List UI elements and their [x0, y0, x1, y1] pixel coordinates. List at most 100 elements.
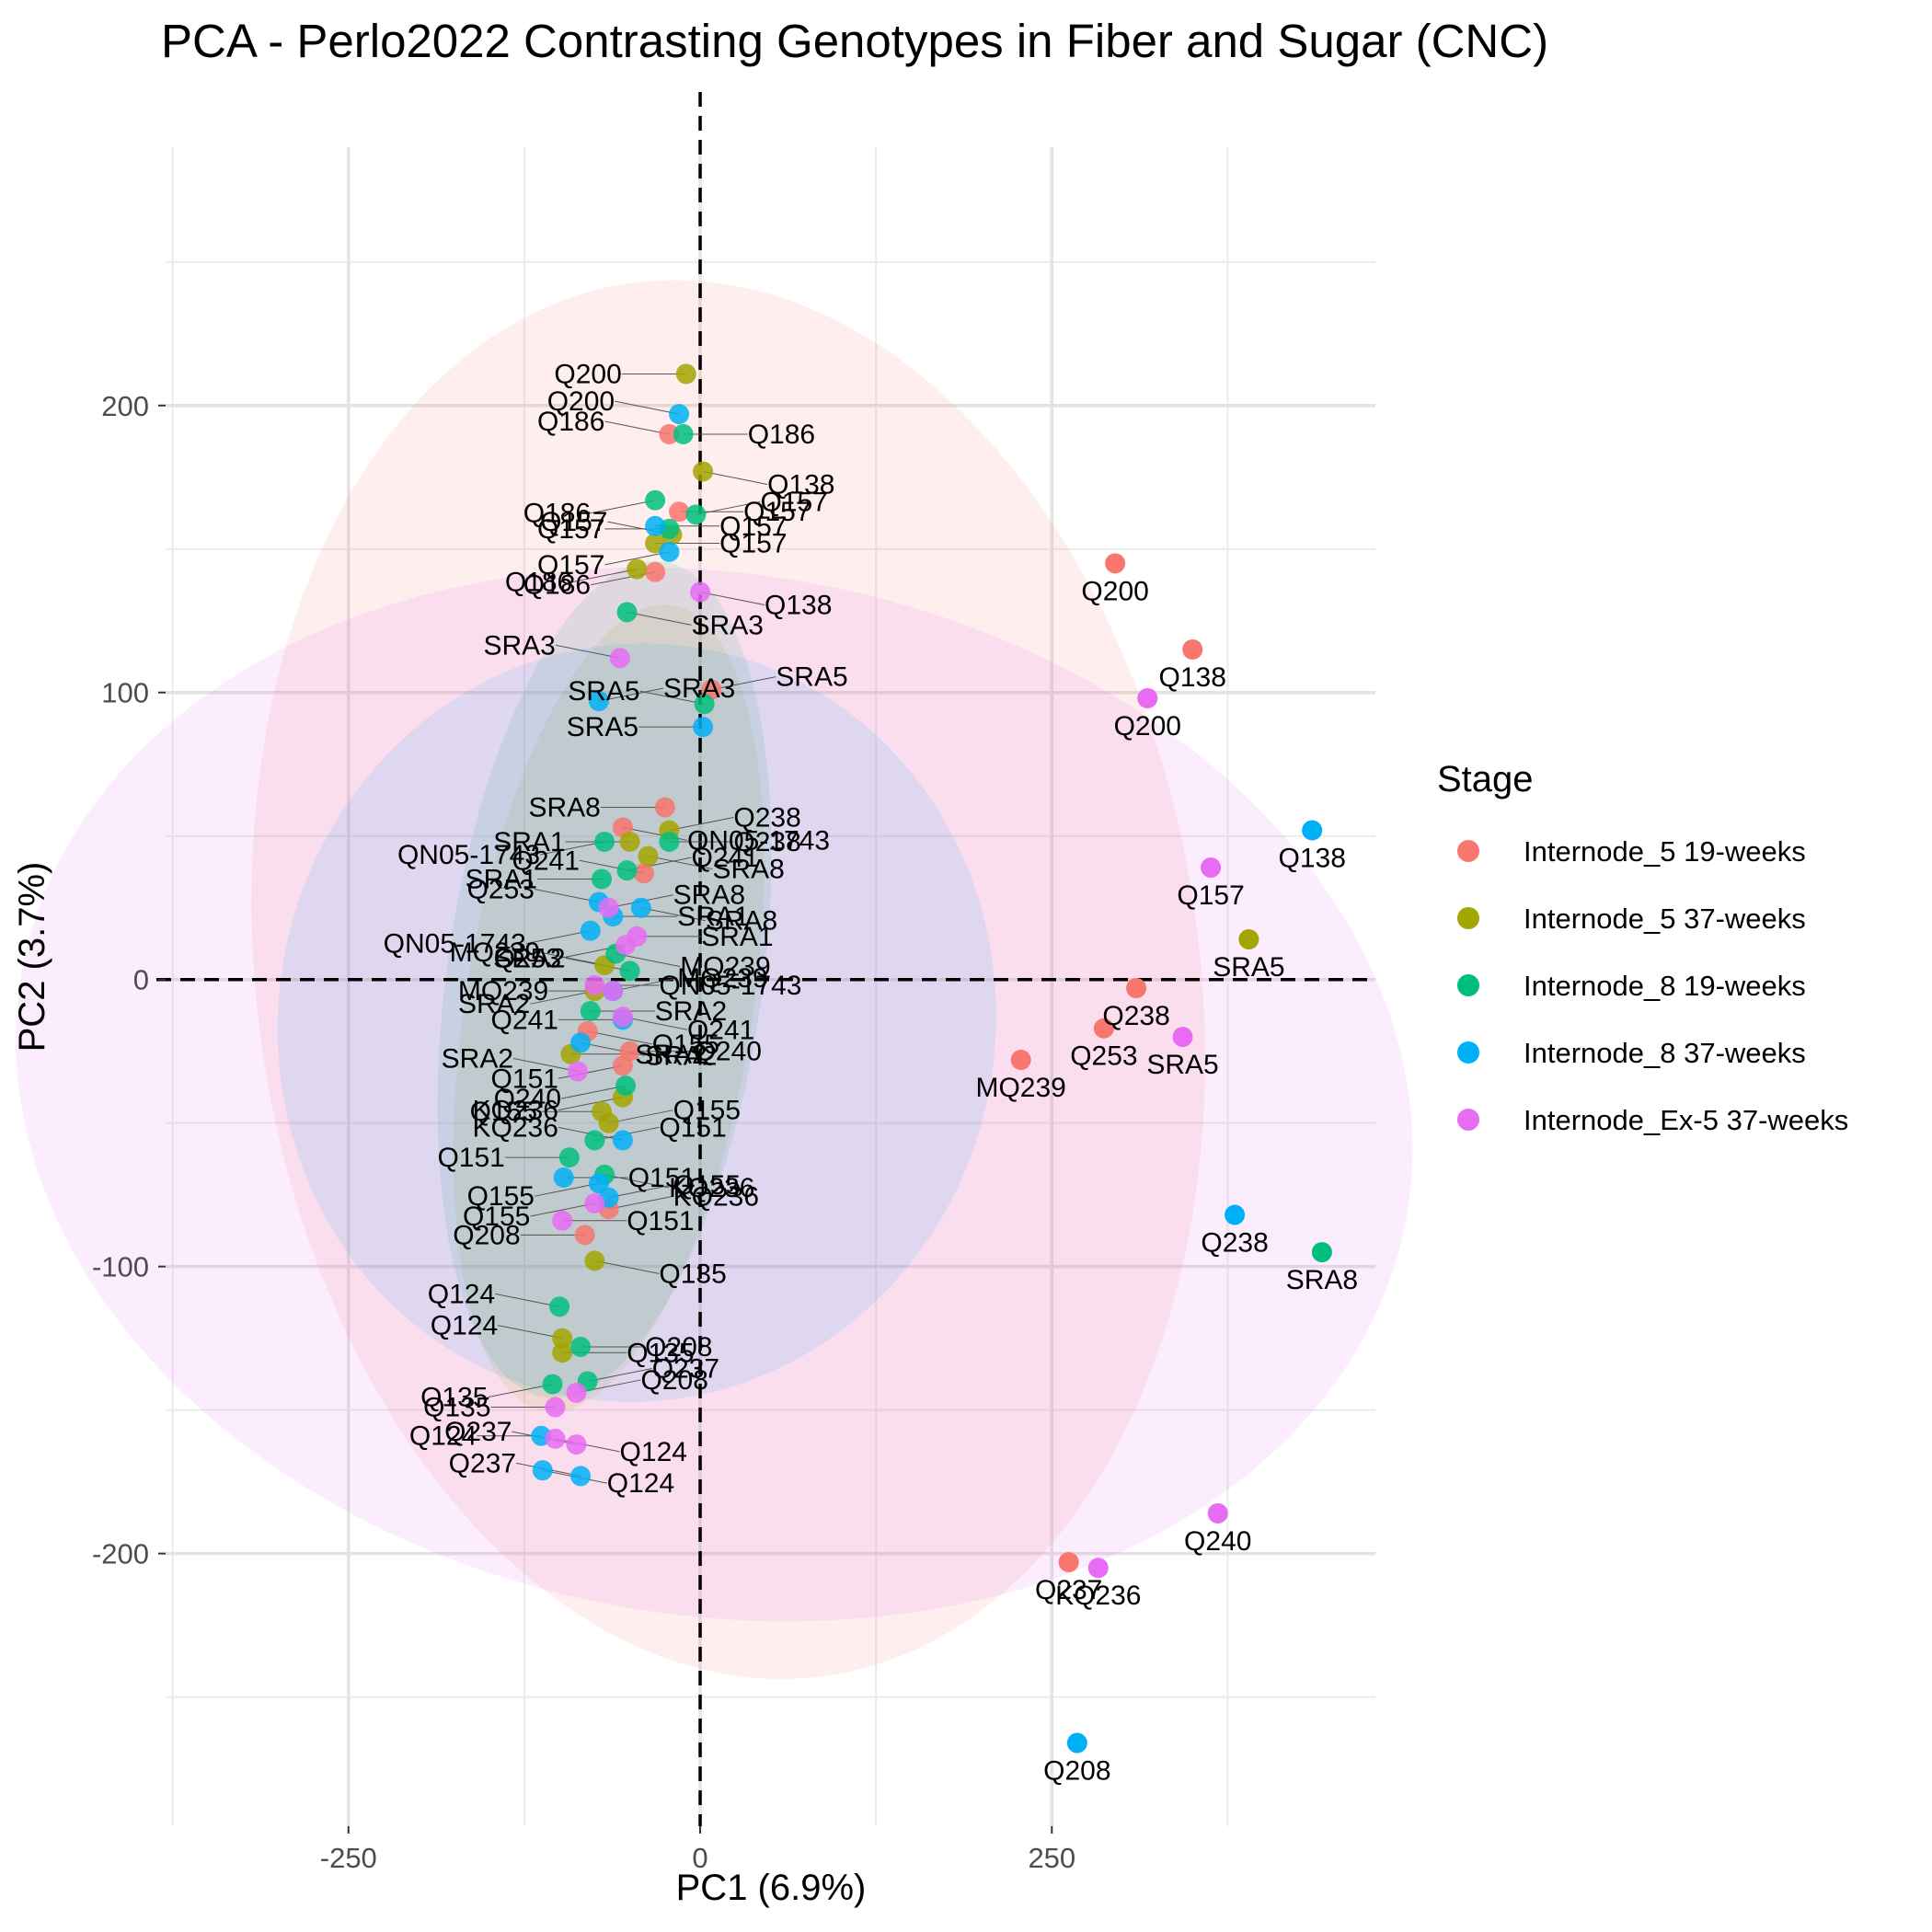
- data-point: [1010, 1050, 1031, 1071]
- point-label: Q157: [1177, 880, 1244, 911]
- data-point: [603, 981, 624, 1002]
- data-point: [694, 694, 715, 715]
- point-label: Q124: [428, 1279, 495, 1309]
- label-leader-line: [639, 690, 705, 705]
- data-point: [609, 648, 630, 669]
- data-point: [645, 515, 666, 536]
- label-leader-line: [587, 1030, 652, 1045]
- legend-key: [1457, 974, 1479, 996]
- point-label: Q240: [1184, 1526, 1251, 1557]
- data-point: [1058, 1551, 1079, 1572]
- data-point: [1238, 929, 1259, 950]
- ellipse-series-3: [437, 560, 772, 1398]
- point-label: SRA3: [484, 630, 556, 661]
- y-tick-label: 0: [133, 964, 149, 996]
- data-point: [545, 1397, 566, 1418]
- point-label: SRA2: [442, 1044, 513, 1075]
- label-leader-line: [594, 1259, 660, 1274]
- data-point: [654, 797, 675, 818]
- point-label: SRA2: [645, 1041, 717, 1071]
- label-leader-line: [498, 1325, 563, 1340]
- data-point: [584, 1130, 605, 1151]
- data-point: [553, 1167, 574, 1188]
- point-label: QN05-1743: [397, 840, 540, 870]
- point-label: Q200: [554, 359, 621, 389]
- point-label: KQ236: [673, 1181, 759, 1212]
- label-leader-line: [534, 1182, 600, 1197]
- point-label: Q155: [467, 1181, 535, 1212]
- label-leader-line: [608, 1195, 673, 1210]
- label-leader-line: [622, 1016, 688, 1030]
- point-label: Q157: [743, 497, 811, 527]
- point-label: SRA5: [568, 676, 639, 707]
- point-label: Q200: [1114, 711, 1181, 742]
- point-label: Q238: [733, 802, 800, 833]
- point-label: KQ236: [473, 1096, 558, 1126]
- point-label: Q186: [505, 568, 572, 598]
- data-point: [549, 1296, 570, 1317]
- data-point: [659, 831, 680, 852]
- ellipse-series-1: [251, 280, 1205, 1679]
- data-point: [570, 1337, 592, 1358]
- chart-title: PCA - Perlo2022 Contrasting Genotypes in…: [161, 15, 1548, 67]
- data-point: [627, 558, 648, 580]
- point-label: Q157: [540, 507, 607, 537]
- label-leader-line: [615, 953, 681, 968]
- point-label: Q135: [420, 1383, 488, 1413]
- point-label: Q135: [423, 1393, 490, 1423]
- data-point: [612, 1130, 633, 1151]
- point-label: Q157: [719, 529, 787, 559]
- data-point: [532, 1460, 553, 1481]
- data-point: [580, 1001, 601, 1022]
- data-point: [1302, 820, 1323, 841]
- point-label: QN05-1743: [687, 825, 830, 856]
- data-point: [588, 1173, 609, 1194]
- point-label: Q124: [431, 1311, 498, 1341]
- label-leader-line: [591, 500, 656, 514]
- label-leader-line: [703, 471, 768, 486]
- point-label: Q138: [1278, 843, 1345, 873]
- data-point: [570, 1032, 592, 1053]
- point-label: Q241: [491, 1005, 558, 1035]
- label-leader-line: [495, 1293, 560, 1307]
- legend: Stage Internode_5 19-weeks Internode_5 37…: [1437, 759, 1848, 1136]
- point-label: Q237: [444, 1417, 512, 1447]
- point-label: SRA8: [706, 906, 777, 937]
- data-point: [1137, 687, 1158, 708]
- data-point: [633, 863, 654, 884]
- legend-key: [1457, 907, 1479, 929]
- point-label: Q151: [437, 1143, 504, 1173]
- label-leader-line: [604, 420, 670, 435]
- point-label: SRA5: [776, 662, 847, 693]
- point-label: SRA2: [635, 1040, 707, 1070]
- label-leader-line: [604, 551, 670, 566]
- point-label: Q208: [1043, 1756, 1110, 1787]
- label-leader-line: [555, 644, 620, 659]
- point-label: Q241: [687, 1015, 754, 1045]
- x-axis-title: PC1 (6.9%): [676, 1868, 867, 1908]
- data-point: [1093, 1018, 1114, 1039]
- point-label: SRA8: [528, 793, 600, 823]
- data-point: [669, 404, 690, 425]
- data-point: [1225, 1204, 1246, 1225]
- data-points: [531, 363, 1332, 1754]
- label-leader-line: [530, 1202, 595, 1217]
- point-label: SRA1: [677, 902, 749, 932]
- legend-label: Internode_5 37-weeks: [1524, 903, 1806, 935]
- data-point: [558, 1147, 580, 1168]
- point-labels: Q200Q138Q238Q253MQ239Q237Q186Q157Q186SRA…: [384, 359, 1358, 1786]
- ellipse-series-2: [453, 604, 765, 1412]
- point-label: MQ239: [677, 963, 767, 994]
- data-point: [598, 897, 619, 918]
- label-leader-line: [558, 1097, 624, 1111]
- data-point: [1105, 553, 1126, 574]
- point-label: Q155: [463, 1202, 530, 1232]
- point-label: KQ236: [669, 1173, 754, 1203]
- legend-key: [1457, 1041, 1479, 1064]
- point-label: Q253: [467, 874, 535, 904]
- point-label: Q157: [537, 514, 604, 545]
- data-point: [616, 860, 638, 881]
